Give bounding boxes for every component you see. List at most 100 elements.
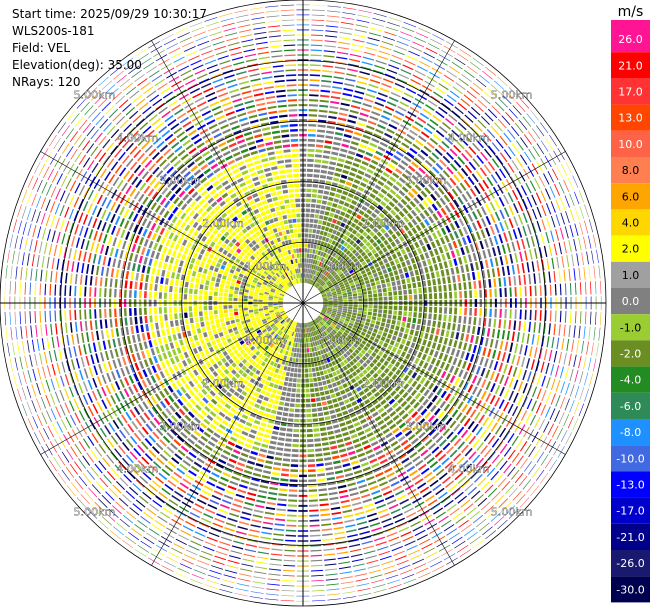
range-gate <box>521 356 526 368</box>
range-gate <box>414 241 420 249</box>
range-gate <box>361 261 367 266</box>
range-gate <box>467 213 474 222</box>
range-gate <box>396 263 402 269</box>
range-gate <box>559 310 562 323</box>
range-gate <box>387 314 392 319</box>
range-gate <box>371 316 377 321</box>
range-gate <box>513 203 519 214</box>
range-gate <box>441 345 446 353</box>
range-gate <box>591 342 594 356</box>
range-gate <box>322 296 328 299</box>
range-gate <box>568 240 572 253</box>
range-gate <box>290 474 298 477</box>
range-gate <box>350 167 358 173</box>
range-gate <box>390 159 399 166</box>
range-gate <box>372 241 378 248</box>
range-gate <box>368 274 374 280</box>
range-gate <box>308 228 313 233</box>
range-gate <box>351 315 357 319</box>
range-gate <box>327 274 332 279</box>
range-gate <box>567 177 574 190</box>
range-gate <box>360 270 366 275</box>
field-label: Field: VEL <box>12 41 71 55</box>
range-gate <box>468 146 477 155</box>
range-gate <box>441 184 449 192</box>
range-gate <box>312 189 318 193</box>
range-gate <box>442 155 451 164</box>
range-gate <box>489 338 494 348</box>
range-gate <box>448 284 452 291</box>
range-gate <box>332 81 343 85</box>
range-gate <box>359 165 367 171</box>
range-gate <box>321 269 326 274</box>
range-gate <box>507 146 516 157</box>
range-gate <box>512 105 522 116</box>
range-gate <box>314 387 319 392</box>
range-gate <box>511 331 515 342</box>
range-gate <box>388 96 399 103</box>
range-gate <box>291 393 296 398</box>
range-gate <box>332 203 338 208</box>
range-gate <box>475 366 481 375</box>
range-gate <box>528 148 536 160</box>
range-gate <box>293 373 298 378</box>
range-gate <box>503 220 509 230</box>
range-gate <box>472 82 484 92</box>
range-gate <box>307 143 315 147</box>
range-gate <box>382 313 387 319</box>
range-gate <box>368 32 382 37</box>
range-gate <box>480 206 487 216</box>
range-gate <box>372 200 379 207</box>
range-gate <box>327 309 332 312</box>
range-gate <box>479 240 484 250</box>
range-gate <box>375 150 384 157</box>
range-gate <box>517 201 524 212</box>
range-gate <box>368 223 375 230</box>
range-gate <box>383 78 394 84</box>
range-gate <box>550 364 555 376</box>
range-gate <box>355 245 361 251</box>
range-gate <box>353 298 358 302</box>
range-gate <box>401 279 406 285</box>
range-gate <box>432 166 440 174</box>
range-gate <box>296 383 301 388</box>
range-gate <box>559 366 564 379</box>
range-gate <box>411 174 419 182</box>
range-gate <box>357 186 365 192</box>
range-gate <box>314 159 322 163</box>
range-gate <box>343 241 349 247</box>
range-gate <box>418 239 424 246</box>
range-gate <box>503 132 512 143</box>
range-gate <box>555 214 561 226</box>
range-gate <box>317 194 323 199</box>
range-gate <box>349 145 358 151</box>
range-gate <box>584 372 589 386</box>
range-gate <box>519 98 530 109</box>
range-gate <box>354 321 360 326</box>
range-gate <box>493 318 497 328</box>
range-gate <box>402 207 409 215</box>
range-gate <box>334 193 341 199</box>
range-gate <box>384 31 397 37</box>
range-gate <box>318 267 322 272</box>
range-gate <box>310 203 316 208</box>
range-gate <box>431 257 437 264</box>
range-gate <box>470 334 475 343</box>
range-gate <box>467 343 473 352</box>
range-gate <box>324 145 332 149</box>
range-gate <box>442 170 451 178</box>
range-gate <box>219 318 225 323</box>
range-gate <box>388 296 393 301</box>
range-gate <box>291 449 299 453</box>
range-gate <box>458 341 463 349</box>
range-gate <box>357 221 364 227</box>
range-gate <box>449 222 456 231</box>
range-gate <box>346 237 352 243</box>
range-gate <box>309 253 312 259</box>
range-gate <box>323 277 329 283</box>
range-gate <box>307 459 315 463</box>
range-gate <box>472 57 484 66</box>
range-gate <box>569 368 574 382</box>
range-gate <box>498 196 505 207</box>
station-label: WLS200s-181 <box>12 24 95 38</box>
